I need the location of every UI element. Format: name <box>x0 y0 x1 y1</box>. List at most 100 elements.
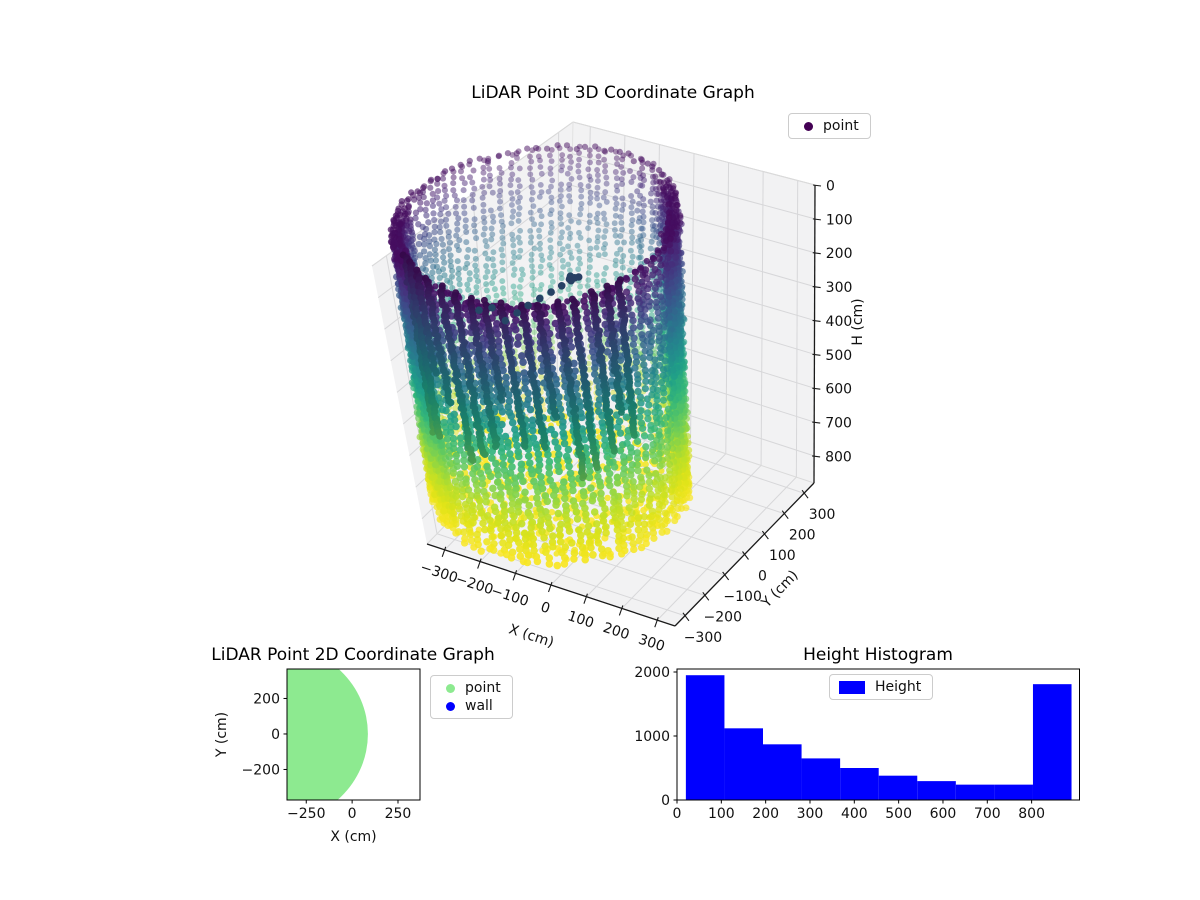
wall-point <box>566 181 573 188</box>
wall-point <box>496 175 503 182</box>
wall-point <box>447 258 454 265</box>
x-tick <box>583 593 588 604</box>
wall-point <box>455 265 462 272</box>
wall-point <box>657 273 665 281</box>
wall-point <box>594 220 601 226</box>
wall-point <box>402 307 410 315</box>
wall-point <box>488 225 495 232</box>
grid-wall-x <box>795 180 799 478</box>
wall-point <box>538 252 545 259</box>
wall-point <box>636 200 643 207</box>
wall-point <box>446 483 454 492</box>
wall-point <box>585 360 592 367</box>
wall-point <box>619 181 626 187</box>
wall-point <box>444 277 451 284</box>
wall-point <box>508 176 515 183</box>
wall-point <box>439 175 447 182</box>
wall-point <box>677 485 685 493</box>
wall-point <box>603 180 610 187</box>
wall-point <box>629 253 636 260</box>
wall-point <box>452 203 459 210</box>
wall-point <box>594 195 601 202</box>
wall-point <box>548 207 555 214</box>
wall-point <box>446 239 454 246</box>
wall-point <box>464 281 471 288</box>
wall-point <box>462 217 469 224</box>
wall-point <box>441 187 448 194</box>
wall-point <box>559 229 565 236</box>
wall-point <box>676 345 684 353</box>
wall-point <box>403 221 411 229</box>
wall-point <box>647 198 654 205</box>
wall-point <box>473 284 480 291</box>
wall-point <box>421 241 428 248</box>
wall-point <box>664 219 672 227</box>
wall-point <box>469 191 476 198</box>
wall-point <box>651 265 659 274</box>
wall-point <box>642 377 650 386</box>
wall-point <box>559 152 566 158</box>
wall-point <box>565 286 572 293</box>
wall-point <box>431 246 439 253</box>
wall-point <box>655 255 663 263</box>
wall-point <box>640 361 648 369</box>
wall-point <box>643 395 651 403</box>
wall-point <box>426 238 433 245</box>
wall-point <box>558 193 564 200</box>
wall-point <box>602 228 609 234</box>
wall-point <box>538 281 545 288</box>
wall-point <box>654 314 662 322</box>
wall-point <box>658 522 666 530</box>
wall-point <box>636 215 643 221</box>
wall-point <box>496 192 503 199</box>
wall-point <box>654 486 662 494</box>
wall-point <box>585 225 592 232</box>
wall-point <box>559 163 565 170</box>
wall-point <box>559 157 565 163</box>
wall-point <box>645 401 653 409</box>
wall-point <box>627 247 634 254</box>
wall-point <box>668 493 676 501</box>
wall-point <box>480 169 487 176</box>
wall-point <box>637 254 644 261</box>
wall-point <box>601 270 608 277</box>
wall-point <box>454 226 461 233</box>
wall-point <box>510 283 517 290</box>
wall-point <box>559 203 565 210</box>
wall-point <box>527 165 533 172</box>
wall-point <box>537 286 544 293</box>
wall-point <box>482 274 489 281</box>
wall-point <box>667 348 675 356</box>
wall-point <box>629 234 636 241</box>
wall-point <box>456 281 463 288</box>
wall-point <box>490 274 497 280</box>
wall-point <box>437 218 445 225</box>
wall-point <box>594 234 601 240</box>
wall-point <box>401 205 408 212</box>
wall-point <box>426 251 433 258</box>
wall-point <box>667 325 675 333</box>
wall-point <box>666 421 674 429</box>
grid-wall-h-right <box>570 248 815 321</box>
wall-point <box>559 246 566 253</box>
wall-point <box>674 504 682 513</box>
wall-point <box>641 384 650 393</box>
wall-point <box>648 190 655 197</box>
wall-point <box>671 517 679 525</box>
h-tick <box>812 387 821 390</box>
wall-point <box>655 327 663 336</box>
wall-point <box>535 153 542 160</box>
wall-point <box>515 211 522 218</box>
wall-point <box>601 156 608 163</box>
wall-point <box>463 239 470 246</box>
wall-point <box>455 270 462 277</box>
wall-point <box>419 265 427 272</box>
wall-point <box>614 239 621 246</box>
wall-point <box>443 204 450 211</box>
wall-point <box>508 220 515 227</box>
wall-point <box>427 454 435 462</box>
wall-point <box>638 236 645 244</box>
wall-point <box>661 317 669 325</box>
wall-point <box>658 303 667 311</box>
wall-point <box>619 226 626 233</box>
